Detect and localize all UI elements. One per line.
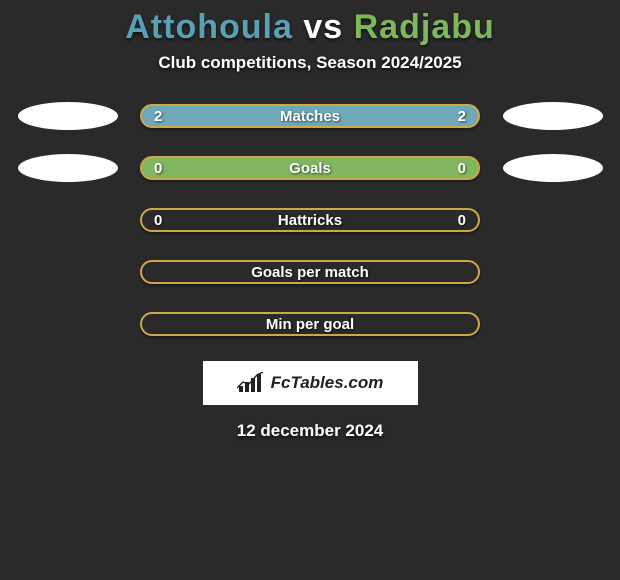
title-vs: vs (303, 8, 343, 46)
stat-label: Hattricks (142, 212, 478, 229)
left-placeholder (15, 205, 120, 235)
right-placeholder (500, 205, 605, 235)
brand-box: FcTables.com (203, 361, 418, 405)
placeholder-ellipse-icon (503, 154, 603, 182)
left-placeholder (15, 101, 120, 131)
subtitle: Club competitions, Season 2024/2025 (0, 53, 620, 73)
stat-row: Goals per match (0, 257, 620, 287)
stat-left-value: 0 (154, 160, 162, 177)
stat-bar: 2Matches2 (140, 104, 480, 128)
stat-right-value: 0 (458, 160, 466, 177)
stat-bar: 0Goals0 (140, 156, 480, 180)
stat-left-value: 2 (154, 108, 162, 125)
stat-row: 2Matches2 (0, 101, 620, 131)
stat-bar: Min per goal (140, 312, 480, 336)
placeholder-ellipse-icon (18, 154, 118, 182)
title-player1: Attohoula (125, 8, 293, 46)
stat-label: Matches (142, 108, 478, 125)
stat-bar: 0Hattricks0 (140, 208, 480, 232)
comparison-infographic: Attohoula vs Radjabu Club competitions, … (0, 0, 620, 580)
stat-label: Min per goal (142, 316, 478, 333)
stat-row: 0Goals0 (0, 153, 620, 183)
right-placeholder (500, 153, 605, 183)
stat-bar: Goals per match (140, 260, 480, 284)
stat-right-value: 2 (458, 108, 466, 125)
left-placeholder (15, 153, 120, 183)
stat-rows: 2Matches20Goals00Hattricks0Goals per mat… (0, 101, 620, 339)
stat-row: Min per goal (0, 309, 620, 339)
stat-label: Goals per match (142, 264, 478, 281)
date-label: 12 december 2024 (0, 421, 620, 441)
brand-label: FcTables.com (271, 373, 384, 393)
left-placeholder (15, 257, 120, 287)
stat-left-value: 0 (154, 212, 162, 229)
page-title: Attohoula vs Radjabu (0, 0, 620, 53)
stat-label: Goals (142, 160, 478, 177)
right-placeholder (500, 257, 605, 287)
left-placeholder (15, 309, 120, 339)
right-placeholder (500, 101, 605, 131)
right-placeholder (500, 309, 605, 339)
title-player2: Radjabu (354, 8, 495, 46)
brand-chart-icon (237, 372, 265, 394)
placeholder-ellipse-icon (503, 102, 603, 130)
stat-right-value: 0 (458, 212, 466, 229)
stat-row: 0Hattricks0 (0, 205, 620, 235)
placeholder-ellipse-icon (18, 102, 118, 130)
